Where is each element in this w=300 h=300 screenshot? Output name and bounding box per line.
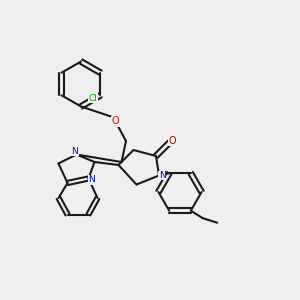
Text: N: N [88,176,95,184]
Text: Cl: Cl [88,94,98,103]
Text: O: O [168,136,176,146]
Text: O: O [112,116,119,127]
Text: N: N [72,147,78,156]
Text: N: N [159,171,165,180]
